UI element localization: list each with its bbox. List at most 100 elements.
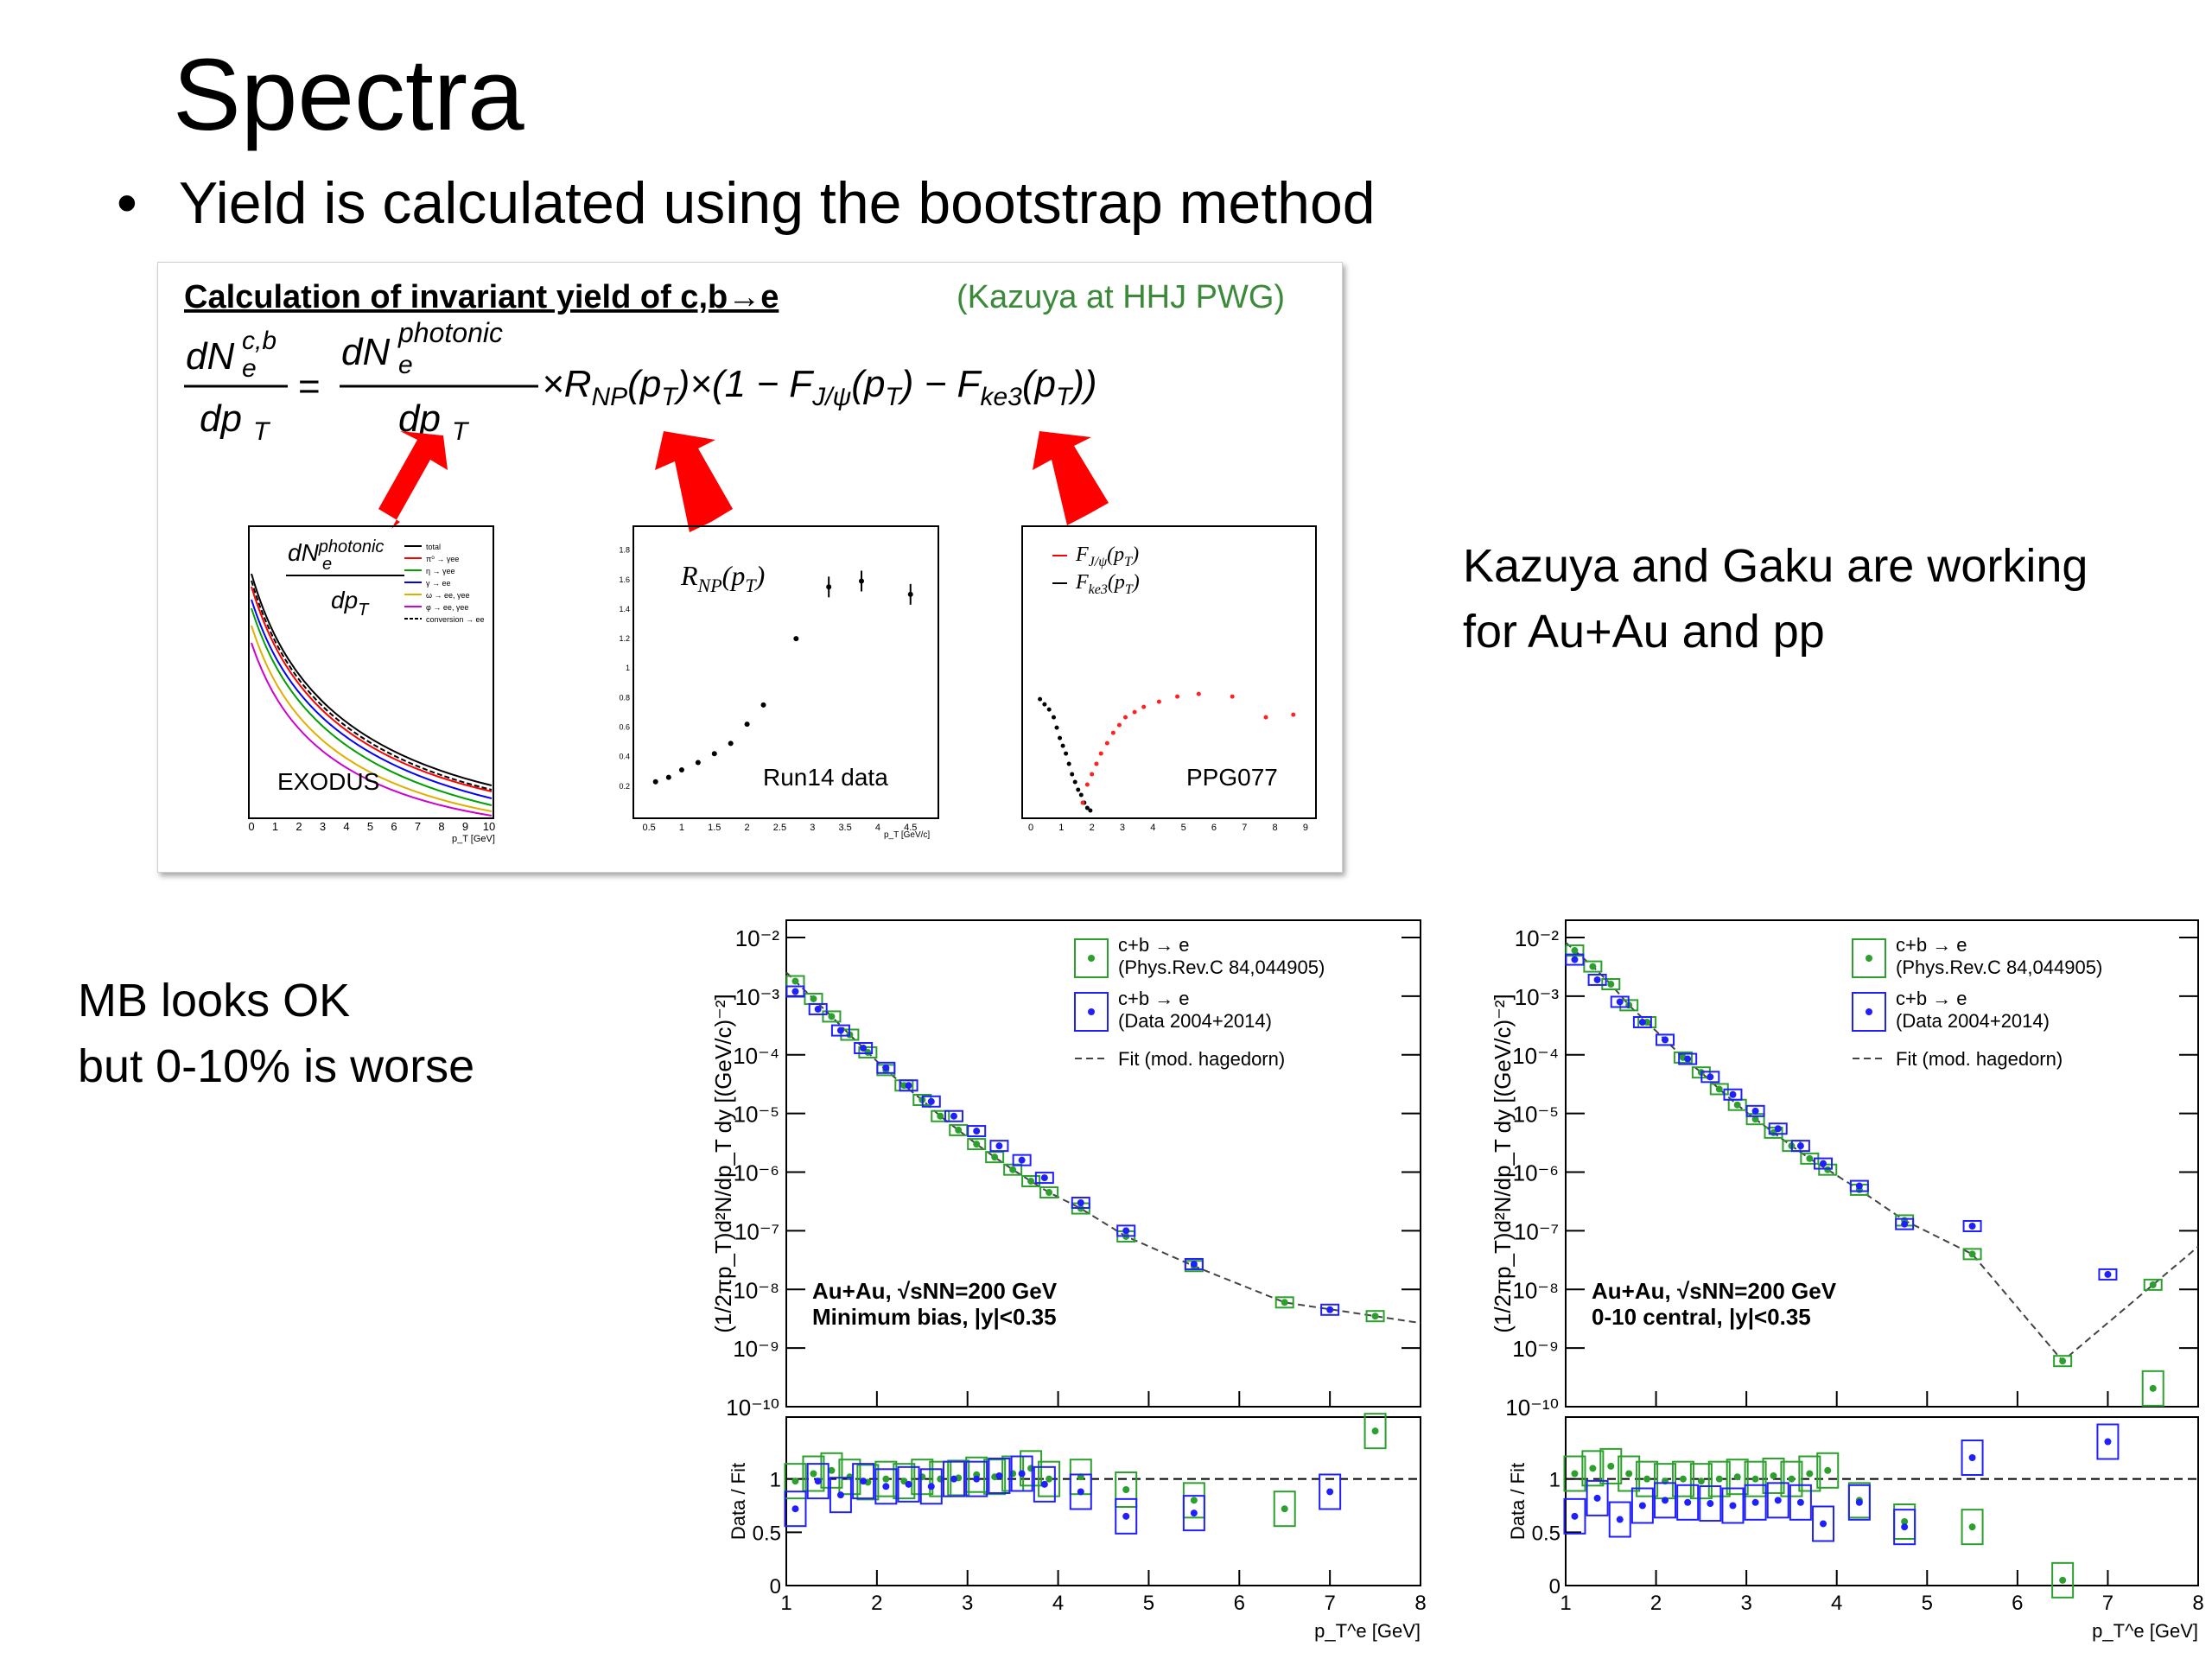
thumb1-xtick-3: 3 — [320, 820, 326, 833]
mb-xtick-label-2: 3 — [962, 1592, 973, 1615]
thumb-ppg077: FJ/ψ(pT)Fke3(pT) PPG077 0 1 2 3 4 5 6 7 8 9 — [1021, 525, 1317, 833]
mb-ytick-label-4: 10⁻⁶ — [734, 1160, 779, 1186]
central-s1-ratio-point-6 — [1707, 1500, 1714, 1508]
central-s1-syst-box-14 — [1962, 1220, 1982, 1233]
mb-xlabel: p_T^e [GeV] — [1314, 1620, 1421, 1642]
thumb1-curve-phi — [251, 642, 493, 817]
central-s1-point-1 — [1593, 976, 1601, 983]
mb-ytick-label-7: 10⁻⁹ — [733, 1336, 779, 1362]
mb-legend-dot-1 — [1088, 1008, 1095, 1015]
thumb2-ytick-8: 1.8 — [619, 546, 630, 555]
thumb2-point-7 — [760, 702, 766, 708]
thumb3-legend-label-0: FJ/ψ(pT) — [1075, 543, 1139, 569]
eq-rest: ×RNP(pT)×(1 − FJ/ψ(pT) − Fke3(pT)) — [542, 363, 1097, 411]
thumb3-ke3-point-1 — [1042, 702, 1047, 707]
mb-legend-swatch-1 — [1074, 992, 1109, 1032]
thumb3-ke3-point-14 — [1084, 805, 1090, 810]
mb-legend-label-0: c+b → e — [1118, 934, 1190, 956]
central-xtick-label-0: 1 — [1560, 1592, 1571, 1615]
mb-ytick-label-8: 10⁻¹⁰ — [726, 1395, 779, 1421]
yield-calculation-panel: Calculation of invariant yield of c,b→e … — [157, 262, 1343, 873]
thumb3-ke3-point-15 — [1088, 808, 1093, 813]
central-xtick-label-1: 2 — [1650, 1592, 1662, 1615]
thumb3-jpsi-point-14 — [1230, 694, 1235, 699]
central-legend-swatch-0 — [1852, 938, 1886, 978]
mb-s0-ratio-point-5 — [882, 1475, 890, 1483]
central-xtick-label-3: 4 — [1831, 1592, 1842, 1615]
central-s0-ratio-point-16 — [1901, 1518, 1909, 1525]
central-legend-swatch-1 — [1852, 992, 1886, 1032]
thumb3-jpsi-point-10 — [1141, 704, 1147, 709]
central-s0-ratio-box-7 — [1689, 1463, 1713, 1500]
mb-s0-ratio-box-18 — [1273, 1491, 1296, 1528]
central-ytick-label-7: 10⁻⁹ — [1512, 1336, 1559, 1362]
mb-s1-ratio-point-12 — [1077, 1488, 1084, 1496]
mb-s0-ratio-point-14 — [1046, 1475, 1053, 1483]
mb-ytick-label-6: 10⁻⁸ — [733, 1277, 779, 1303]
central-s0-syst-box-19 — [2143, 1278, 2163, 1291]
mb-s1-ratio-point-0 — [791, 1505, 799, 1513]
mb-s1-point-9 — [995, 1142, 1003, 1150]
mb-s1-syst-box-8 — [967, 1125, 987, 1138]
thumb1-xtick-0: 0 — [248, 820, 254, 833]
thumb1-xtick-9: 9 — [462, 820, 468, 833]
thumb1-legend-label-0: total — [426, 543, 441, 551]
central-main-frame — [1565, 919, 2199, 1408]
mb-ytick-label-5: 10⁻⁷ — [734, 1218, 779, 1244]
central-ytick-label-3: 10⁻⁵ — [1513, 1102, 1559, 1128]
mb-ratio-ytick-label-0: 0 — [770, 1575, 781, 1599]
mb-xtick-label-3: 4 — [1052, 1592, 1064, 1615]
mb-ytick-label-0: 10⁻² — [735, 925, 780, 951]
central-s1-ratio-point-1 — [1593, 1494, 1601, 1502]
central-s1-syst-box-13 — [1895, 1217, 1915, 1230]
central-s1-syst-box-15 — [2098, 1268, 2118, 1281]
thumb2-point-3 — [695, 760, 701, 766]
mb-s1-ratio-point-5 — [905, 1480, 912, 1488]
central-s1-ratio-point-4 — [1662, 1497, 1669, 1504]
central-s1-point-3 — [1638, 1018, 1646, 1026]
central-s0-point-8 — [1715, 1085, 1723, 1093]
slide-title: Spectra — [173, 38, 524, 152]
mb-s1-ratio-box-13 — [1115, 1497, 1138, 1535]
central-s1-ratio-point-10 — [1796, 1498, 1804, 1506]
central-s1-point-0 — [1571, 956, 1579, 963]
thumb3-ke3-point-9 — [1070, 772, 1075, 777]
central-legend-dot-0 — [1866, 955, 1872, 962]
thumb3-legend: FJ/ψ(pT)Fke3(pT) — [1052, 543, 1140, 597]
central-s0-ratio-point-4 — [1643, 1475, 1651, 1483]
central-s1-syst-box-4 — [1656, 1033, 1675, 1046]
mb-s1-syst-box-14 — [1184, 1257, 1204, 1270]
thumb2-xtick-0: 0.5 — [642, 823, 655, 833]
thumb1-formula-sub: e — [322, 555, 332, 574]
central-s0-ratio-box-9 — [1726, 1459, 1749, 1496]
central-s1-ratio-point-2 — [1616, 1516, 1624, 1523]
central-s1-ratio-box-12 — [1847, 1484, 1871, 1521]
thumb3-xtick-2: 2 — [1090, 823, 1095, 833]
central-s0-ratio-box-8 — [1707, 1460, 1731, 1497]
eq-rhs-num: dN — [341, 331, 390, 373]
central-s1-ratio-box-1 — [1586, 1479, 1609, 1516]
thumb1-curve-total — [251, 573, 493, 786]
central-s1-ratio-box-11 — [1812, 1505, 1835, 1542]
thumb2-xtick-6: 3.5 — [838, 823, 851, 833]
thumb1-legend-label-6: conversion → ee — [426, 615, 485, 624]
note-left-line1: MB looks OK — [78, 975, 351, 1027]
central-s1-syst-box-10 — [1790, 1140, 1810, 1153]
mb-s0-syst-box-8 — [931, 1109, 950, 1122]
central-s0-ratio-box-11 — [1762, 1457, 1785, 1494]
eq-equals: = — [298, 365, 321, 408]
arrow-shape-2 — [655, 431, 733, 532]
mb-ytick-label-1: 10⁻³ — [735, 984, 780, 1010]
panel-canvas: Calculation of invariant yield of c,b→e … — [184, 279, 1317, 844]
central-s0-ratio-point-0 — [1571, 1470, 1579, 1478]
thumb1-curve-pi0 — [251, 586, 493, 792]
mb-s0-syst-box-10 — [967, 1138, 987, 1151]
spectrum-chart-central: 10⁻² 10⁻³ 10⁻⁴ 10⁻⁵ 10⁻⁶ 10⁻⁷ 10⁻⁸ 10⁻⁹ 10⁻¹⁰ 1 2 3… — [1490, 919, 2204, 1642]
thumb3-xtick-6: 6 — [1211, 823, 1217, 833]
mb-s1-ratio-box-11 — [1033, 1465, 1056, 1503]
central-s1-point-4 — [1662, 1036, 1669, 1044]
central-title: Au+Au, √sNN=200 GeV — [1592, 1278, 1837, 1304]
thumb3-xticks: 0 1 2 3 4 5 6 7 8 9 — [1028, 823, 1308, 833]
central-s1-point-2 — [1616, 998, 1624, 1006]
central-ratio-ytick-label-1: 0.5 — [1532, 1522, 1560, 1545]
